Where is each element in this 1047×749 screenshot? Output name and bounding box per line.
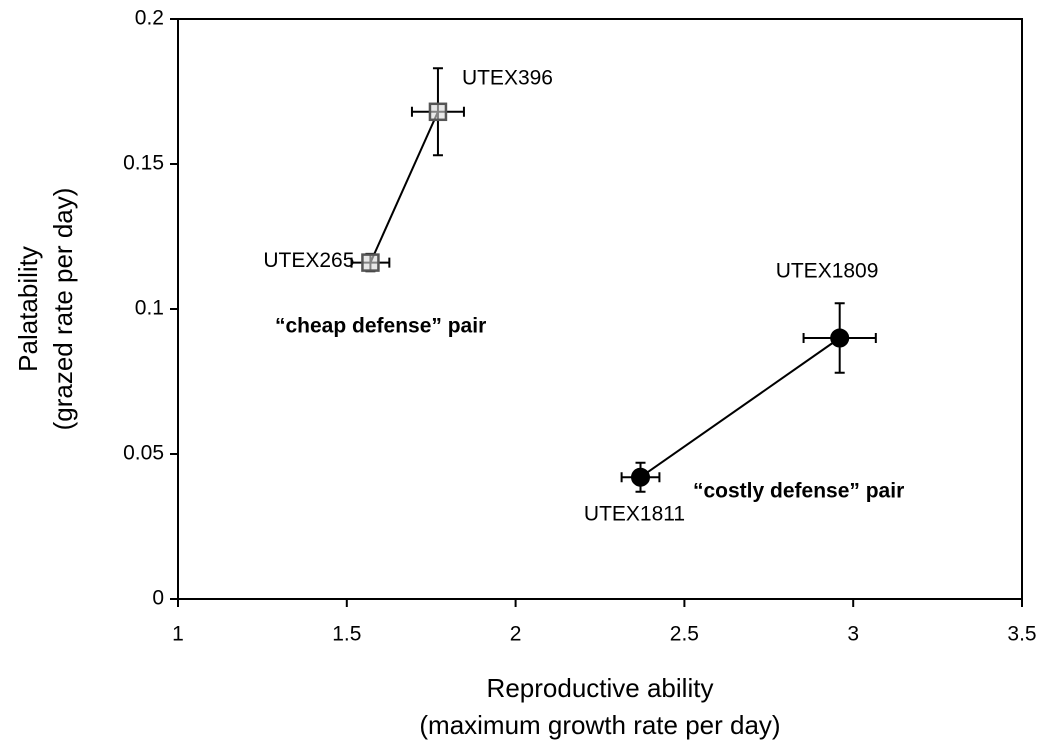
annotation: “cheap defense” pair [275,315,486,338]
annotation: “costly defense” pair [693,480,904,503]
y-axis-label: (grazed rate per day) [48,188,78,431]
y-tick-label: 0.15 [123,152,164,175]
y-tick-label: 0 [152,587,164,610]
connector-line [639,337,841,479]
x-tick-label: 1.5 [332,623,361,646]
y-tick-label: 0.2 [135,7,164,30]
point-label: UTEX1809 [776,260,879,283]
x-tick-label: 2 [510,623,522,646]
marker [428,102,448,122]
x-tick-label: 1 [172,623,184,646]
marker [361,253,380,272]
marker [631,467,651,487]
y-axis-label: Palatability [13,246,43,372]
point-label: UTEX396 [462,66,553,89]
x-tick-label: 3 [847,623,859,646]
x-tick-label: 2.5 [670,623,699,646]
x-axis-label: Reproductive ability [487,673,714,703]
connector-line [369,111,439,264]
point-label: UTEX1811 [584,503,685,526]
y-tick-label: 0.05 [123,442,164,465]
marker [830,328,850,348]
x-tick-label: 3.5 [1007,623,1036,646]
point-label: UTEX265 [263,249,354,272]
x-axis-label: (maximum growth rate per day) [419,710,780,740]
y-tick-label: 0.1 [135,297,164,320]
